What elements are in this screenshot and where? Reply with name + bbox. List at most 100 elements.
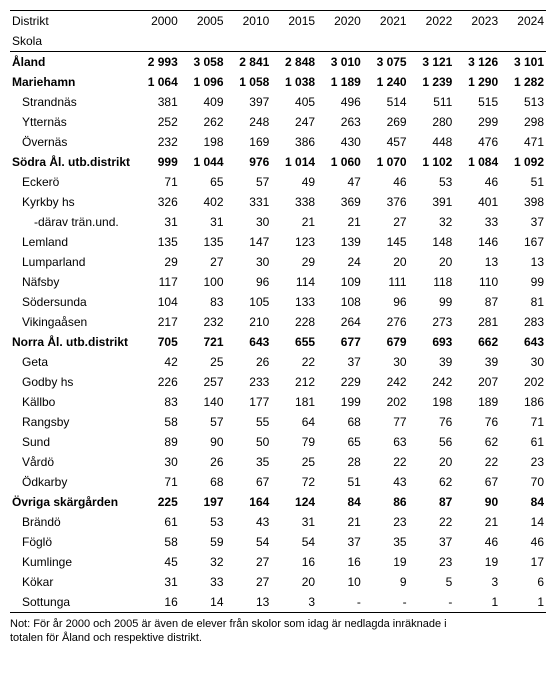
row-label: Kökar <box>10 572 134 592</box>
cell-value: 1 096 <box>180 72 226 92</box>
cell-value: 31 <box>134 212 180 232</box>
cell-value: 19 <box>454 552 500 572</box>
row-label: Vårdö <box>10 452 134 472</box>
cell-value: 1 189 <box>317 72 363 92</box>
cell-value: 186 <box>500 392 546 412</box>
cell-value: 202 <box>500 372 546 392</box>
cell-value: 1 014 <box>271 152 317 172</box>
footnote: Not: För år 2000 och 2005 är även de ele… <box>10 617 546 646</box>
cell-value: 135 <box>180 232 226 252</box>
cell-value: 212 <box>271 372 317 392</box>
table-row: Vårdö302635252822202223 <box>10 452 546 472</box>
cell-value: 22 <box>409 512 455 532</box>
table-row: Vikingaåsen217232210228264276273281283 <box>10 312 546 332</box>
cell-value: 397 <box>226 92 272 112</box>
cell-value: 1 038 <box>271 72 317 92</box>
cell-value: 331 <box>226 192 272 212</box>
cell-value: 14 <box>180 592 226 613</box>
cell-value: 32 <box>180 552 226 572</box>
cell-value: 62 <box>409 472 455 492</box>
row-label: Föglö <box>10 532 134 552</box>
cell-value: 21 <box>271 212 317 232</box>
cell-value: 281 <box>454 312 500 332</box>
cell-value: 3 126 <box>454 52 500 73</box>
cell-value: 23 <box>409 552 455 572</box>
cell-value: 87 <box>454 292 500 312</box>
cell-value: 54 <box>226 532 272 552</box>
cell-value: 1 092 <box>500 152 546 172</box>
cell-value: 53 <box>409 172 455 192</box>
cell-value: 16 <box>317 552 363 572</box>
cell-value: 181 <box>271 392 317 412</box>
row-label: Norra Ål. utb.distrikt <box>10 332 134 352</box>
cell-value: 46 <box>500 532 546 552</box>
cell-value: 37 <box>500 212 546 232</box>
cell-value: 53 <box>180 512 226 532</box>
cell-value: 1 <box>454 592 500 613</box>
cell-value: 369 <box>317 192 363 212</box>
cell-value: 71 <box>134 472 180 492</box>
header-year: 2022 <box>409 11 455 32</box>
cell-value: 30 <box>134 452 180 472</box>
cell-value: 76 <box>454 412 500 432</box>
cell-value: 25 <box>180 352 226 372</box>
cell-value: 1 290 <box>454 72 500 92</box>
cell-value: 1 239 <box>409 72 455 92</box>
cell-value: 61 <box>134 512 180 532</box>
cell-value: 999 <box>134 152 180 172</box>
cell-value: 515 <box>454 92 500 112</box>
cell-value: 2 848 <box>271 52 317 73</box>
cell-value: 10 <box>317 572 363 592</box>
cell-value: 27 <box>363 212 409 232</box>
row-label: Kumlinge <box>10 552 134 572</box>
cell-value: 81 <box>500 292 546 312</box>
row-label: Åland <box>10 52 134 73</box>
table-row: Kumlinge453227161619231917 <box>10 552 546 572</box>
cell-value: 1 070 <box>363 152 409 172</box>
row-label: Näfsby <box>10 272 134 292</box>
cell-value: 83 <box>180 292 226 312</box>
cell-value: 23 <box>500 452 546 472</box>
cell-value: 5 <box>409 572 455 592</box>
cell-value: 27 <box>226 572 272 592</box>
row-label: Lumparland <box>10 252 134 272</box>
cell-value: 19 <box>363 552 409 572</box>
cell-value: 24 <box>317 252 363 272</box>
table-row: Kyrkby hs326402331338369376391401398 <box>10 192 546 212</box>
cell-value: 233 <box>226 372 272 392</box>
cell-value: 1 102 <box>409 152 455 172</box>
cell-value: 210 <box>226 312 272 332</box>
cell-value: 100 <box>180 272 226 292</box>
table-body: Åland2 9933 0582 8412 8483 0103 0753 121… <box>10 52 546 613</box>
cell-value: 43 <box>363 472 409 492</box>
cell-value: 3 075 <box>363 52 409 73</box>
row-label: Källbo <box>10 392 134 412</box>
cell-value: 471 <box>500 132 546 152</box>
cell-value: 111 <box>363 272 409 292</box>
cell-value: 26 <box>180 452 226 472</box>
cell-value: 164 <box>226 492 272 512</box>
cell-value: 225 <box>134 492 180 512</box>
cell-value: 257 <box>180 372 226 392</box>
cell-value: 643 <box>500 332 546 352</box>
cell-value: 229 <box>317 372 363 392</box>
cell-value: 46 <box>454 532 500 552</box>
header-year: 2005 <box>180 11 226 32</box>
cell-value: 496 <box>317 92 363 112</box>
cell-value: 20 <box>409 252 455 272</box>
table-row: Sottunga1614133---11 <box>10 592 546 613</box>
cell-value: 198 <box>180 132 226 152</box>
cell-value: 37 <box>409 532 455 552</box>
cell-value: 338 <box>271 192 317 212</box>
cell-value: 71 <box>500 412 546 432</box>
cell-value: 3 <box>271 592 317 613</box>
cell-value: 62 <box>454 432 500 452</box>
cell-value: 55 <box>226 412 272 432</box>
cell-value: 28 <box>317 452 363 472</box>
cell-value: 26 <box>226 352 272 372</box>
cell-value: 3 <box>454 572 500 592</box>
cell-value: 14 <box>500 512 546 532</box>
cell-value: 189 <box>454 392 500 412</box>
cell-value: 33 <box>180 572 226 592</box>
cell-value: 133 <box>271 292 317 312</box>
